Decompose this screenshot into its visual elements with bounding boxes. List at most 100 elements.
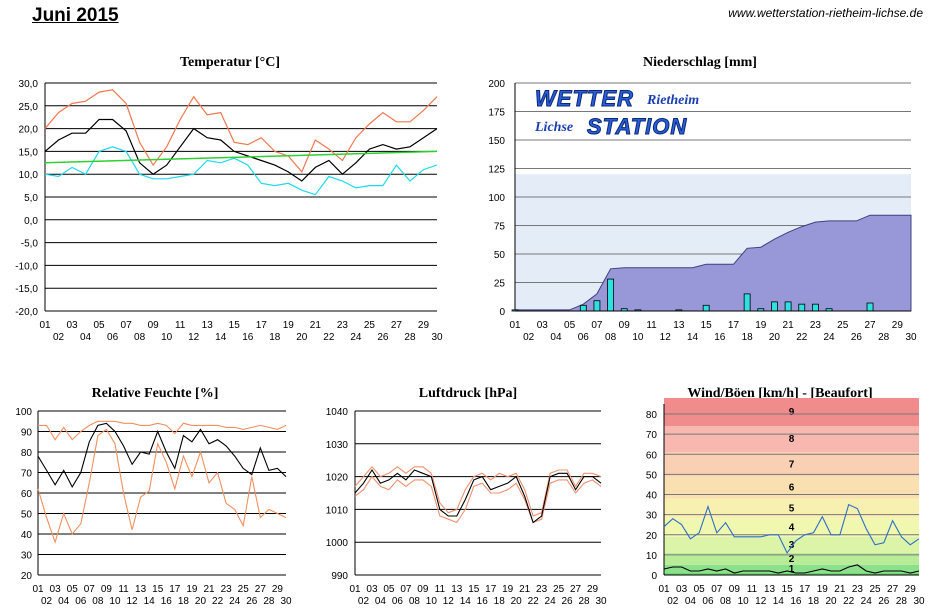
x-tick-label-upper: 17	[485, 584, 497, 595]
x-tick-label-lower: 16	[161, 596, 173, 607]
temp-trend-line	[44, 150, 438, 164]
x-tick-label-upper: 21	[203, 584, 215, 595]
station-logo: WETTER Rietheim Lichse STATION	[533, 86, 713, 144]
x-tick-label-upper: 27	[391, 320, 403, 331]
y-tick-label: 80	[646, 410, 658, 421]
y-tick-label: 30	[21, 551, 33, 562]
x-tick-label-lower: 18	[178, 596, 190, 607]
x-tick-label-lower: 22	[212, 596, 224, 607]
y-tick-label: 60	[646, 450, 658, 461]
daily-precip-bar	[579, 304, 587, 312]
x-tick-label-upper: 09	[417, 584, 429, 595]
x-tick-label-upper: 11	[747, 584, 758, 595]
daily-precip-bar	[798, 303, 806, 312]
x-tick-label-upper: 01	[39, 320, 51, 331]
x-tick-label-upper: 05	[67, 584, 79, 595]
x-tick-label-upper: 23	[810, 320, 822, 331]
y-tick-label: 0	[651, 571, 657, 582]
y-tick-label: 1020	[326, 473, 349, 484]
x-tick-label-upper: 21	[783, 320, 795, 331]
x-tick-label-upper: 07	[711, 584, 723, 595]
x-tick-label-lower: 02	[358, 596, 370, 607]
x-tick-label-lower: 28	[578, 596, 590, 607]
y-tick-label: 40	[21, 530, 33, 541]
x-tick-label-lower: 26	[851, 332, 863, 343]
x-tick-label-upper: 07	[400, 584, 412, 595]
x-tick-label-upper: 25	[869, 584, 881, 595]
y-tick-label: 1010	[326, 505, 349, 516]
temp-series-temp_max	[44, 89, 438, 174]
y-tick-label: 10,0	[19, 170, 39, 181]
x-tick-label-upper: 23	[852, 584, 864, 595]
beaufort-label-8: 8	[789, 434, 795, 445]
x-tick-label-upper: 21	[310, 320, 322, 331]
pressure-series-1	[354, 475, 602, 524]
daily-precip-bar	[866, 302, 874, 312]
beaufort-band-2	[664, 552, 919, 565]
y-tick-label: 200	[488, 79, 505, 90]
x-tick-label-lower: 10	[738, 596, 750, 607]
x-tick-label-upper: 29	[418, 320, 430, 331]
x-tick-label-upper: 07	[84, 584, 96, 595]
beaufort-label-2: 2	[789, 554, 795, 565]
y-tick-label: 125	[488, 165, 505, 176]
y-tick-label: 1030	[326, 440, 349, 451]
y-tick-label: 25	[494, 279, 506, 290]
x-tick-label-lower: 28	[263, 596, 275, 607]
x-tick-label-lower: 22	[323, 332, 335, 343]
wind-series-0	[663, 503, 920, 554]
beaufort-label-6: 6	[789, 482, 795, 493]
beaufort-band-0	[664, 572, 919, 575]
x-tick-label-lower: 08	[605, 332, 617, 343]
x-tick-label-lower: 02	[41, 596, 53, 607]
x-tick-label-upper: 09	[619, 320, 631, 331]
x-tick-label-upper: 25	[837, 320, 849, 331]
beaufort-band-6	[664, 476, 919, 499]
beaufort-label-1: 1	[789, 564, 795, 575]
y-tick-label: 100	[488, 193, 505, 204]
x-tick-label-upper: 15	[229, 320, 241, 331]
x-tick-label-lower: 04	[550, 332, 562, 343]
x-tick-label-upper: 13	[764, 584, 776, 595]
daily-precip-bar	[593, 300, 601, 312]
y-tick-label: 50	[646, 470, 658, 481]
x-tick-label-lower: 18	[269, 332, 281, 343]
x-tick-label-lower: 24	[861, 596, 873, 607]
beaufort-label-7: 7	[789, 459, 795, 470]
x-tick-label-lower: 06	[578, 332, 590, 343]
x-tick-label-lower: 12	[443, 596, 455, 607]
x-tick-label-lower: 18	[742, 332, 754, 343]
x-tick-label-upper: 17	[256, 320, 268, 331]
x-tick-label-lower: 12	[188, 332, 200, 343]
y-tick-label: 5,0	[24, 193, 38, 204]
x-tick-label-upper: 15	[782, 584, 794, 595]
x-tick-label-lower: 10	[109, 596, 121, 607]
x-tick-label-lower: 16	[790, 596, 802, 607]
chart-title-humidity: Relative Feuchte [%]	[91, 386, 219, 401]
x-tick-label-lower: 08	[134, 332, 146, 343]
site-url[interactable]: www.wetterstation-rietheim-lichse.de	[728, 6, 923, 20]
x-tick-label-upper: 19	[755, 320, 767, 331]
x-tick-label-upper: 15	[701, 320, 713, 331]
x-tick-label-lower: 12	[755, 596, 767, 607]
x-tick-label-upper: 29	[892, 320, 904, 331]
x-tick-label-upper: 25	[364, 320, 376, 331]
y-tick-label: 0,0	[24, 216, 38, 227]
humidity-series-0	[37, 422, 287, 489]
x-tick-label-upper: 27	[570, 584, 582, 595]
x-tick-label-lower: 14	[687, 332, 699, 343]
y-tick-label: 25,0	[19, 102, 39, 113]
beaufort-band-9	[664, 397, 919, 427]
x-tick-label-upper: 03	[66, 320, 78, 331]
x-tick-label-upper: 25	[553, 584, 565, 595]
daily-precip-bar	[743, 293, 751, 312]
x-tick-label-upper: 01	[32, 584, 44, 595]
x-tick-label-upper: 19	[283, 320, 295, 331]
x-tick-label-upper: 05	[94, 320, 106, 331]
x-tick-label-upper: 23	[536, 584, 548, 595]
y-tick-label: 40	[646, 491, 658, 502]
humidity-series-2	[38, 420, 287, 441]
x-tick-label-lower: 26	[878, 596, 890, 607]
y-tick-label: 15,0	[19, 147, 39, 158]
x-tick-label-upper: 27	[887, 584, 899, 595]
